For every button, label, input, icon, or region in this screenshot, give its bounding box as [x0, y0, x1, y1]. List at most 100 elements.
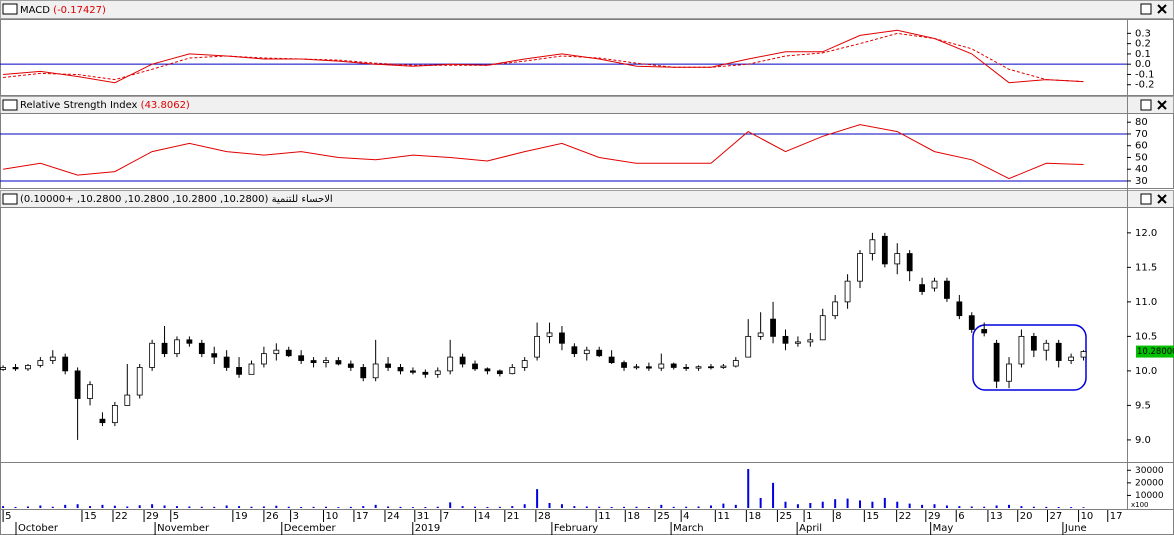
volume-bar: [411, 507, 414, 508]
y-tick-label: 80: [1135, 117, 1148, 128]
volume-bar: [101, 504, 104, 508]
volume-bar: [983, 506, 986, 508]
candle-body: [844, 280, 851, 303]
x-tick-label: 17: [1110, 511, 1123, 522]
indicator-line: [3, 124, 1084, 180]
candle-body: [12, 367, 19, 370]
candle-body: [521, 360, 528, 368]
candle-body: [99, 418, 106, 424]
x-tick-label: 10: [326, 511, 339, 522]
x-tick-label: 1: [806, 511, 812, 522]
volume-bar: [287, 506, 290, 508]
volume-bar: [1057, 506, 1060, 508]
candle-body: [546, 332, 553, 337]
volume-bar: [809, 502, 812, 508]
volume-bar: [486, 506, 489, 508]
volume-bar: [958, 506, 961, 508]
volume-bar: [461, 506, 464, 508]
candle-body: [434, 370, 441, 375]
volume-bar: [548, 502, 551, 508]
candle-body: [757, 332, 764, 337]
volume-bar: [151, 504, 154, 508]
y-tick-label: -0.2: [1135, 80, 1155, 91]
candle-body: [695, 366, 702, 369]
panel-title: MACD (-0.17427): [20, 5, 106, 16]
candle-body: [0, 367, 7, 370]
candle-body: [149, 342, 156, 368]
x-tick-label: 14: [478, 511, 491, 522]
candle-body: [869, 239, 876, 254]
maximize-button[interactable]: [1140, 99, 1152, 111]
candle-body: [87, 384, 93, 399]
volume-bar: [933, 504, 936, 508]
volume-bar: [238, 506, 241, 508]
month-label: May: [933, 523, 954, 534]
y-tick-label: 10.5: [1135, 331, 1157, 342]
value-label: (43.8062): [141, 100, 190, 111]
candle-body: [310, 360, 317, 364]
volume-bar: [908, 503, 911, 508]
candle-body: [708, 366, 714, 369]
volume-bar: [225, 505, 228, 508]
candle-body: [571, 346, 578, 355]
volume-bar: [709, 505, 712, 508]
y-tick-label: 9.5: [1135, 400, 1151, 411]
candle-body: [534, 335, 541, 358]
x-tick-label: 5: [5, 511, 11, 522]
y-tick-label: 0.1: [1135, 49, 1151, 60]
volume-bar: [262, 506, 265, 508]
x-tick-label: 10: [1081, 511, 1094, 522]
candle-body: [459, 356, 466, 365]
candle-body: [621, 362, 627, 368]
panel-frame: [0, 207, 1174, 463]
y-tick-label: 70: [1135, 129, 1148, 140]
candle-body: [248, 363, 255, 375]
volume-bar: [772, 482, 775, 508]
candle-body: [347, 363, 354, 368]
volume-bar: [846, 498, 849, 508]
candle-body: [49, 356, 56, 361]
y-tick-label: 9.0: [1135, 435, 1151, 446]
volume-bar: [685, 506, 688, 508]
volume-bar: [138, 505, 141, 508]
panel-icon: [2, 99, 18, 111]
candle-body: [795, 341, 801, 344]
candle-body: [993, 342, 1000, 382]
close-button[interactable]: [1157, 194, 1167, 204]
title: Relative Strength Index: [20, 100, 138, 111]
y-tick-label: 0.2: [1135, 39, 1151, 50]
x-tick-label: 27: [1050, 511, 1063, 522]
volume-bar: [449, 502, 452, 508]
maximize-button[interactable]: [1140, 3, 1152, 15]
value-label: (-0.17427): [53, 5, 106, 16]
volume-bar: [784, 501, 787, 508]
candle-body: [596, 349, 603, 357]
volume-bar: [883, 497, 886, 508]
candle-body: [260, 353, 267, 365]
volume-bar: [474, 506, 477, 508]
volume-bar: [2, 506, 5, 508]
x-tick-label: 3: [293, 511, 299, 522]
close-button[interactable]: [1157, 4, 1167, 14]
y-tick-label: 11.0: [1135, 297, 1157, 308]
x-tick-label: 11: [717, 511, 730, 522]
panel-icon: [2, 193, 18, 205]
volume-bar: [647, 506, 650, 508]
x-tick-label: 4: [683, 511, 689, 522]
month-label: March: [673, 523, 703, 534]
x-tick-label: 21: [507, 511, 520, 522]
y-tick-label: 11.5: [1135, 262, 1157, 273]
close-button[interactable]: [1157, 100, 1167, 110]
candle-body: [111, 405, 118, 424]
title: الاحساء للتنمية: [272, 194, 333, 205]
candle-body: [496, 370, 503, 375]
x-tick-label: 20: [1020, 511, 1033, 522]
maximize-button[interactable]: [1140, 193, 1152, 205]
candle-body: [894, 253, 901, 265]
volume-bar: [623, 506, 626, 508]
candle-body: [410, 370, 416, 373]
volume-bar: [399, 506, 402, 508]
volume-bar: [213, 506, 216, 508]
volume-bar: [89, 506, 92, 508]
volume-bar: [498, 506, 501, 508]
